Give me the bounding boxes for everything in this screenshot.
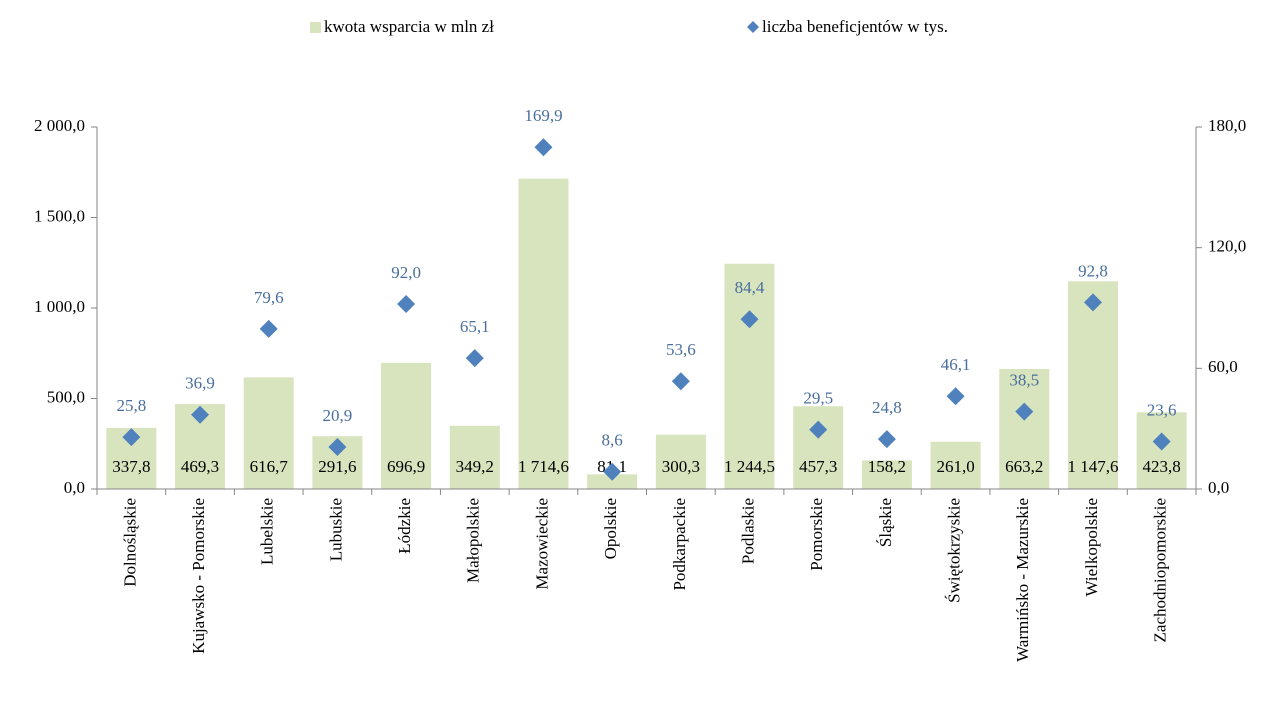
x-tick-label: Świętokrzyskie — [945, 498, 964, 603]
bar-value-label: 291,6 — [318, 457, 356, 476]
diamond-marker — [877, 430, 896, 449]
x-tick-label: Podlaskie — [738, 498, 757, 564]
y-tick-label: 1 000,0 — [34, 297, 85, 316]
point-value-label: 84,4 — [735, 278, 765, 297]
x-tick-label: Opolskie — [601, 498, 620, 559]
diamond-marker — [122, 428, 141, 447]
diamond-marker — [465, 349, 484, 368]
bar-value-label: 337,8 — [112, 457, 150, 476]
x-tick-label: Łódzkie — [395, 498, 414, 554]
bar-value-label: 423,8 — [1143, 457, 1181, 476]
x-tick-label: Dolnośląskie — [120, 498, 139, 587]
x-tick-label: Lubelskie — [258, 498, 277, 565]
x-tick-label: Zachodniopomorskie — [1151, 498, 1170, 642]
bar — [793, 406, 844, 489]
x-tick-label: Śląskie — [876, 498, 895, 547]
point-value-label: 169,9 — [524, 106, 562, 125]
point-value-label: 23,6 — [1147, 400, 1177, 419]
bar — [861, 460, 912, 489]
x-tick-label: Mazowieckie — [532, 498, 551, 590]
bar-value-label: 158,2 — [868, 457, 906, 476]
diamond-marker — [809, 420, 828, 439]
bar — [930, 441, 981, 489]
x-tick-label: Kujawsko - Pomorskie — [189, 498, 208, 654]
point-value-label: 65,1 — [460, 317, 490, 336]
diamond-marker — [1083, 293, 1102, 312]
point-value-label: 53,6 — [666, 340, 696, 359]
x-tick-label: Podkarpackie — [670, 498, 689, 591]
bar-value-label: 457,3 — [799, 457, 837, 476]
bar-value-label: 469,3 — [181, 457, 219, 476]
y-tick-label: 1 500,0 — [34, 206, 85, 225]
legend-swatch — [310, 22, 321, 33]
x-tick-label: Małopolskie — [464, 498, 483, 583]
point-value-label: 25,8 — [116, 396, 146, 415]
x-tick-label: Wielkopolskie — [1082, 498, 1101, 596]
bar-value-label: 1 244,5 — [724, 457, 775, 476]
bar-value-label: 616,7 — [250, 457, 289, 476]
bar-value-label: 300,3 — [662, 457, 700, 476]
legend-swatch — [747, 21, 759, 33]
x-tick-label: Lubuskie — [326, 498, 345, 561]
diamond-marker — [1152, 432, 1171, 451]
point-value-label: 92,8 — [1078, 261, 1108, 280]
x-tick-label: Pomorskie — [807, 498, 826, 571]
point-value-label: 8,6 — [602, 431, 623, 450]
diamond-marker — [534, 138, 553, 157]
diamond-marker — [946, 387, 965, 406]
point-value-label: 20,9 — [323, 406, 353, 425]
bar — [381, 362, 432, 489]
diamond-marker — [603, 462, 622, 481]
x-tick-label: Warmińsko - Mazurskie — [1013, 498, 1032, 662]
point-value-label: 79,6 — [254, 288, 284, 307]
bar-value-label: 1 147,6 — [1067, 457, 1118, 476]
legend-label: liczba beneficjentów w tys. — [762, 17, 948, 36]
y-tick-label: 2 000,0 — [34, 116, 85, 135]
diamond-marker — [1015, 402, 1034, 421]
bar — [518, 178, 569, 489]
y2-tick-label: 0,0 — [1208, 478, 1229, 497]
point-value-label: 36,9 — [185, 374, 215, 393]
bar — [655, 434, 706, 489]
diamond-marker — [328, 437, 347, 456]
legend-label: kwota wsparcia w mln zł — [324, 17, 494, 36]
bar-value-label: 261,0 — [936, 457, 974, 476]
diamond-marker — [259, 319, 278, 338]
bar — [1067, 281, 1118, 489]
y2-tick-label: 60,0 — [1208, 357, 1238, 376]
bar — [449, 425, 500, 489]
point-value-label: 92,0 — [391, 263, 421, 282]
y-tick-label: 500,0 — [47, 387, 85, 406]
y2-tick-label: 120,0 — [1208, 237, 1246, 256]
bar-value-label: 696,9 — [387, 457, 425, 476]
point-value-label: 29,5 — [803, 389, 833, 408]
bar-value-label: 663,2 — [1005, 457, 1043, 476]
diamond-marker — [191, 405, 210, 424]
y2-tick-label: 180,0 — [1208, 116, 1246, 135]
y-tick-label: 0,0 — [64, 478, 85, 497]
point-value-label: 46,1 — [941, 355, 971, 374]
point-value-label: 24,8 — [872, 398, 902, 417]
bar-value-label: 349,2 — [456, 457, 494, 476]
diamond-marker — [671, 372, 690, 391]
diamond-marker — [397, 294, 416, 313]
bar — [587, 474, 638, 489]
bar — [1136, 412, 1187, 489]
bar — [243, 377, 294, 489]
diamond-marker — [740, 310, 759, 329]
bar — [999, 368, 1050, 489]
bar-value-label: 1 714,6 — [518, 457, 569, 476]
point-value-label: 38,5 — [1009, 370, 1039, 389]
bar — [724, 263, 775, 489]
